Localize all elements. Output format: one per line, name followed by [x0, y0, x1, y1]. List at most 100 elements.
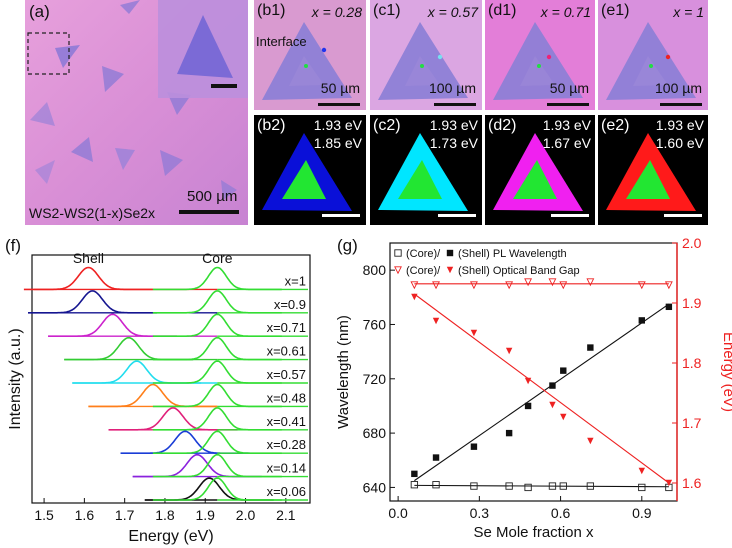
chart-g-point [560, 367, 567, 374]
chart-g-point [470, 281, 478, 290]
chart-g-point [559, 281, 568, 290]
optical-panel-x-4: x = 1 [673, 4, 704, 20]
optical-panel-scale-1: 50 µm [320, 80, 360, 96]
chart-f-xtick-label: 1.8 [155, 507, 175, 523]
chart-g-point [638, 483, 646, 492]
chart-g-point [410, 481, 419, 489]
pl-panel-label-3: (d2) [488, 117, 517, 134]
chart-f-shell-annotation: Shell [73, 250, 104, 266]
chart-f-xtick-label: 2.0 [236, 507, 256, 523]
chart-g-point [549, 382, 556, 389]
chart-g-xlabel: Se Mole fraction x [473, 524, 594, 541]
chart-f-series-label: x=0.57 [267, 367, 306, 382]
panel-a-flakes [27, 0, 248, 214]
chart-f-xtick-label: 1.5 [34, 507, 54, 523]
pl-panel-3: (d2) 1.93 eV 1.67 eV [485, 115, 595, 225]
chart-g-point [505, 281, 514, 290]
chart-g-point [524, 278, 533, 287]
chart-g-point [470, 482, 478, 490]
chart-f-shell-peak [132, 453, 262, 478]
optical-panel-2: (c1) x = 0.57 100 µm [370, 0, 482, 110]
optical-panel-label-1: (b1) [257, 2, 286, 19]
pl-core-energy-3: 1.67 eV [542, 135, 591, 151]
optical-panel-label-4: (e1) [601, 2, 630, 19]
chart-g-point [432, 317, 440, 325]
chart-g-point [432, 454, 440, 461]
chart-g-legend-text: (Core)/ [406, 248, 441, 260]
chart-f-xtick-label: 2.1 [276, 507, 296, 523]
chart-g-point [637, 281, 646, 290]
chart-f-frame [31, 254, 311, 504]
chart-f-core-peak [152, 407, 282, 431]
chart-g-fit-line [414, 303, 670, 482]
chart-f-core-peak [152, 336, 282, 361]
optical-panel-4: (e1) x = 1 100 µm [598, 0, 708, 110]
pl-panel-2: (c2) 1.93 eV 1.73 eV [370, 115, 482, 225]
chart-g-point [549, 401, 556, 409]
chart-g-ytick-left-label: 760 [363, 316, 387, 332]
chart-g-point [446, 266, 454, 274]
chart-g-point [586, 482, 595, 490]
chart-g-fit-line [414, 293, 670, 484]
pl-core-energy-2: 1.73 eV [429, 135, 478, 151]
pl-map-4 [606, 133, 702, 217]
chart-f-shell-peak [88, 383, 218, 408]
chart-g-point [587, 344, 594, 351]
panel-a-scale-label: 500 µm [187, 188, 238, 205]
chart-g-ytick-right-label: 1.6 [682, 475, 702, 491]
optical-panel-x-3: x = 0.71 [540, 4, 591, 20]
chart-f-series-label: x=0.71 [267, 320, 306, 335]
chart-g-ytick-left-label: 680 [363, 425, 387, 441]
pl-map-2 [378, 133, 476, 217]
chart-g-point [664, 281, 673, 290]
chart-f-core-peak [152, 266, 282, 291]
chart-f-core-peak [152, 477, 282, 501]
pl-panel-label-2: (c2) [373, 117, 401, 134]
chart-g-point [394, 249, 402, 257]
chart-f-series-label: x=0.9 [274, 297, 306, 312]
chart-f-series-label: x=0.48 [267, 390, 306, 405]
chart-g-ytick-right-label: 1.7 [682, 415, 702, 431]
optical-panel-label-3: (d1) [488, 2, 517, 19]
chart-f-xtick-label: 1.7 [115, 507, 135, 523]
chart-g-point [587, 437, 594, 445]
chart-g-point [505, 482, 513, 490]
chart-g-ytick-right-label: 1.9 [682, 295, 702, 311]
chart-f-core-annotation: Core [202, 250, 233, 266]
chart-g-point [505, 429, 513, 437]
chart-g-point [394, 266, 402, 275]
chart-g-point [548, 482, 557, 490]
optical-panel-1: (b1) x = 0.28 50 µm Interface [254, 0, 366, 110]
panel-a-optical-image: (a) 500 µm WS2-WS2(1-x)Se2x [25, 0, 248, 225]
interface-annotation: Interface [256, 34, 307, 49]
chart-f-series-label: x=0.28 [267, 437, 306, 452]
pl-shell-energy-4: 1.93 eV [655, 117, 704, 133]
pl-shell-energy-1: 1.93 eV [313, 117, 362, 133]
pl-core-energy-1: 1.85 eV [313, 135, 362, 151]
chart-f-core-peak [152, 453, 282, 478]
chart-g-label: (g) [337, 236, 358, 255]
chart-f-series-label: x=0.61 [267, 344, 306, 359]
chart-g-point [470, 329, 478, 337]
chart-f-series-label: x=0.14 [267, 461, 306, 476]
chart-f-core-peak [152, 290, 282, 314]
optical-panel-x-1: x = 0.28 [311, 4, 362, 20]
pl-panel-label-4: (e2) [601, 117, 630, 134]
pl-map-1 [262, 133, 360, 217]
optical-panel-scale-2: 100 µm [429, 80, 476, 96]
chart-g-xtick-label: 0.3 [470, 505, 490, 521]
chart-g-xtick-label: 0.6 [551, 505, 571, 521]
chart-f-core-peak [152, 360, 282, 384]
chart-f-shell-peak [28, 290, 157, 314]
chart-g-point [665, 479, 673, 487]
chart-f-series-label: x=0.06 [267, 484, 306, 499]
panel-a-label: (a) [29, 2, 50, 21]
chart-g-ylabel-right: Energy (eV) [720, 332, 732, 412]
chart-g-legend-text: (Shell) Optical Band Gap [458, 265, 580, 277]
chart-f-shell-peak [23, 266, 153, 291]
chart-g-point [432, 281, 440, 290]
chart-f-shell-peak [48, 313, 177, 337]
chart-f-shell-peak [120, 430, 250, 454]
chart-g-legend-text: (Core)/ [406, 265, 441, 277]
chart-g-point [638, 317, 646, 324]
